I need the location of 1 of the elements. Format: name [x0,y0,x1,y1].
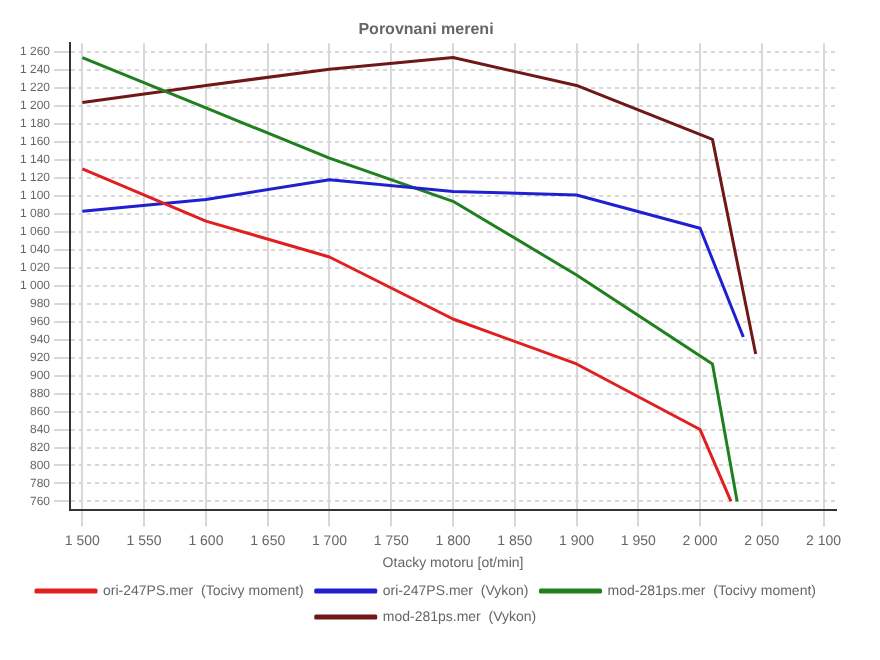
chart-title: Porovnani mereni [358,20,494,39]
